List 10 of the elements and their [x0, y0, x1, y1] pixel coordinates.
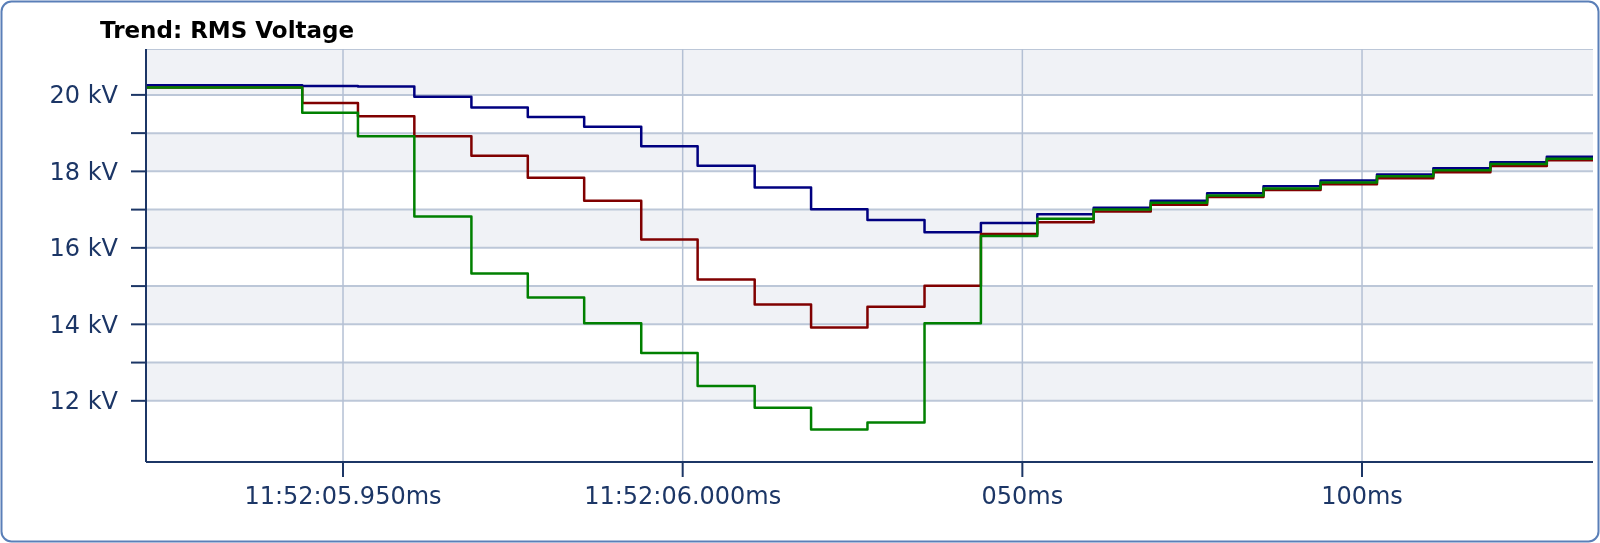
x-tick-label: 100ms [1321, 482, 1403, 510]
y-tick-label: 12 kV [49, 387, 119, 416]
y-tick-label: 18 kV [49, 157, 119, 186]
x-tick-label: 11:52:06.000ms [584, 482, 782, 510]
y-tick-label: 16 kV [49, 234, 119, 263]
y-tick-label: 14 kV [49, 310, 119, 339]
y-tick-label: 20 kV [49, 81, 119, 110]
x-tick-label: 11:52:05.950ms [244, 482, 442, 510]
x-tick-label: 050ms [981, 482, 1064, 510]
chart-title: Trend: RMS Voltage [100, 17, 355, 43]
